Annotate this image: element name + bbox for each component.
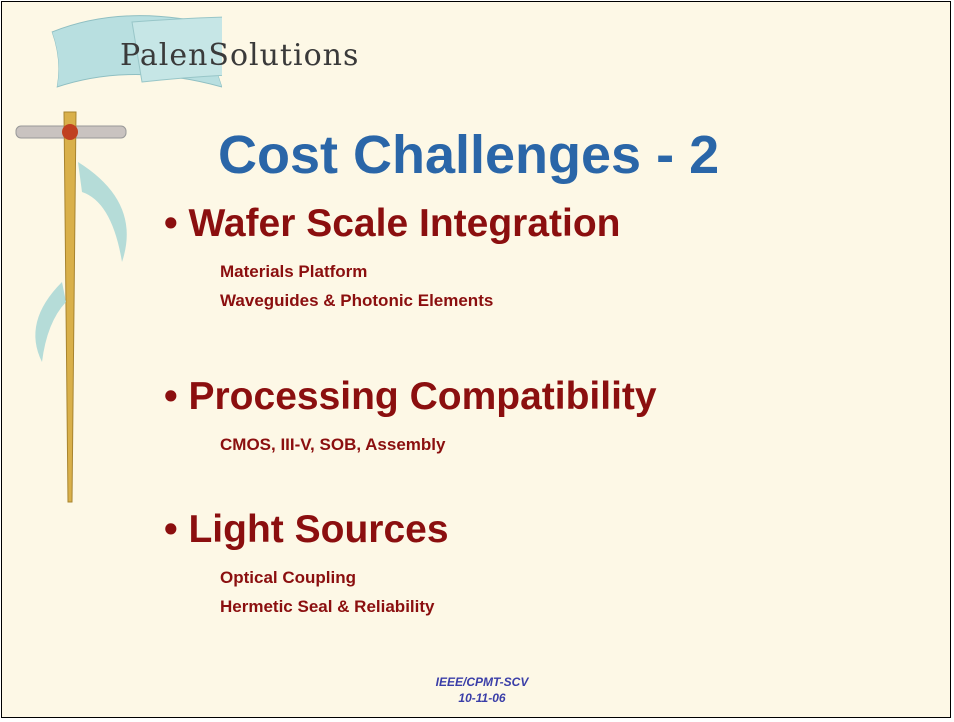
sub-bullet: Hermetic Seal & Reliability [220, 593, 434, 621]
bullet: • Processing Compatibility [164, 375, 657, 419]
footer-line: 10-11-06 [382, 690, 582, 706]
bullet: • Wafer Scale Integration [164, 202, 620, 246]
footer: IEEE/CPMT-SCV 10-11-06 [382, 674, 582, 706]
footer-line: IEEE/CPMT-SCV [382, 674, 582, 690]
sub-bullet: Materials Platform [220, 258, 367, 286]
banner-sword [2, 2, 222, 522]
sub-bullet: Waveguides & Photonic Elements [220, 287, 493, 315]
logo: PalenSolutions [120, 38, 359, 73]
page: PalenSolutions Cost Challenges - 2 • Waf… [0, 1, 954, 722]
sub-bullet: Optical Coupling [220, 564, 356, 592]
sub-bullet: CMOS, III-V, SOB, Assembly [220, 431, 445, 459]
bullet: • Light Sources [164, 508, 449, 552]
slide-title: Cost Challenges - 2 [218, 124, 719, 186]
slide: PalenSolutions Cost Challenges - 2 • Waf… [1, 1, 951, 718]
